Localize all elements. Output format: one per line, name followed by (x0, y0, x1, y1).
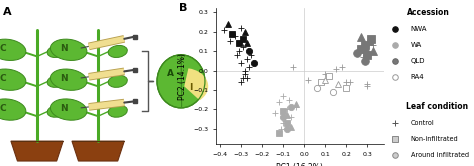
Text: Non-infiltrated: Non-infiltrated (411, 136, 459, 142)
Ellipse shape (108, 75, 128, 87)
Text: NWA: NWA (411, 26, 428, 32)
Text: C: C (0, 104, 7, 113)
Text: A: A (3, 7, 12, 17)
Text: Leaf condition: Leaf condition (407, 102, 469, 111)
Text: Accession: Accession (407, 8, 449, 17)
Ellipse shape (50, 39, 87, 60)
Text: B: B (179, 3, 187, 13)
Text: N: N (61, 104, 68, 113)
Text: Around infiltrated: Around infiltrated (411, 152, 469, 158)
Ellipse shape (50, 69, 87, 90)
Ellipse shape (50, 99, 87, 120)
Polygon shape (11, 141, 63, 161)
Ellipse shape (157, 55, 205, 108)
Ellipse shape (47, 105, 66, 117)
Text: RA4: RA4 (411, 74, 425, 80)
Text: Control: Control (411, 120, 435, 126)
Text: N: N (61, 74, 68, 83)
Ellipse shape (108, 105, 128, 117)
Ellipse shape (47, 45, 66, 57)
Text: I: I (189, 83, 192, 92)
Ellipse shape (0, 39, 26, 60)
Polygon shape (72, 141, 124, 161)
Text: QLD: QLD (411, 58, 425, 64)
Text: C: C (0, 44, 7, 53)
Ellipse shape (108, 45, 128, 57)
Ellipse shape (47, 75, 66, 87)
Ellipse shape (0, 69, 26, 90)
Ellipse shape (0, 99, 26, 120)
Wedge shape (184, 68, 208, 100)
Y-axis label: PC2 (14.1%): PC2 (14.1%) (178, 53, 187, 100)
Text: A: A (166, 69, 173, 78)
Text: N: N (61, 44, 68, 53)
X-axis label: PC1 (16.2%): PC1 (16.2%) (276, 163, 323, 166)
Text: C: C (0, 74, 7, 83)
Text: WA: WA (411, 42, 422, 48)
